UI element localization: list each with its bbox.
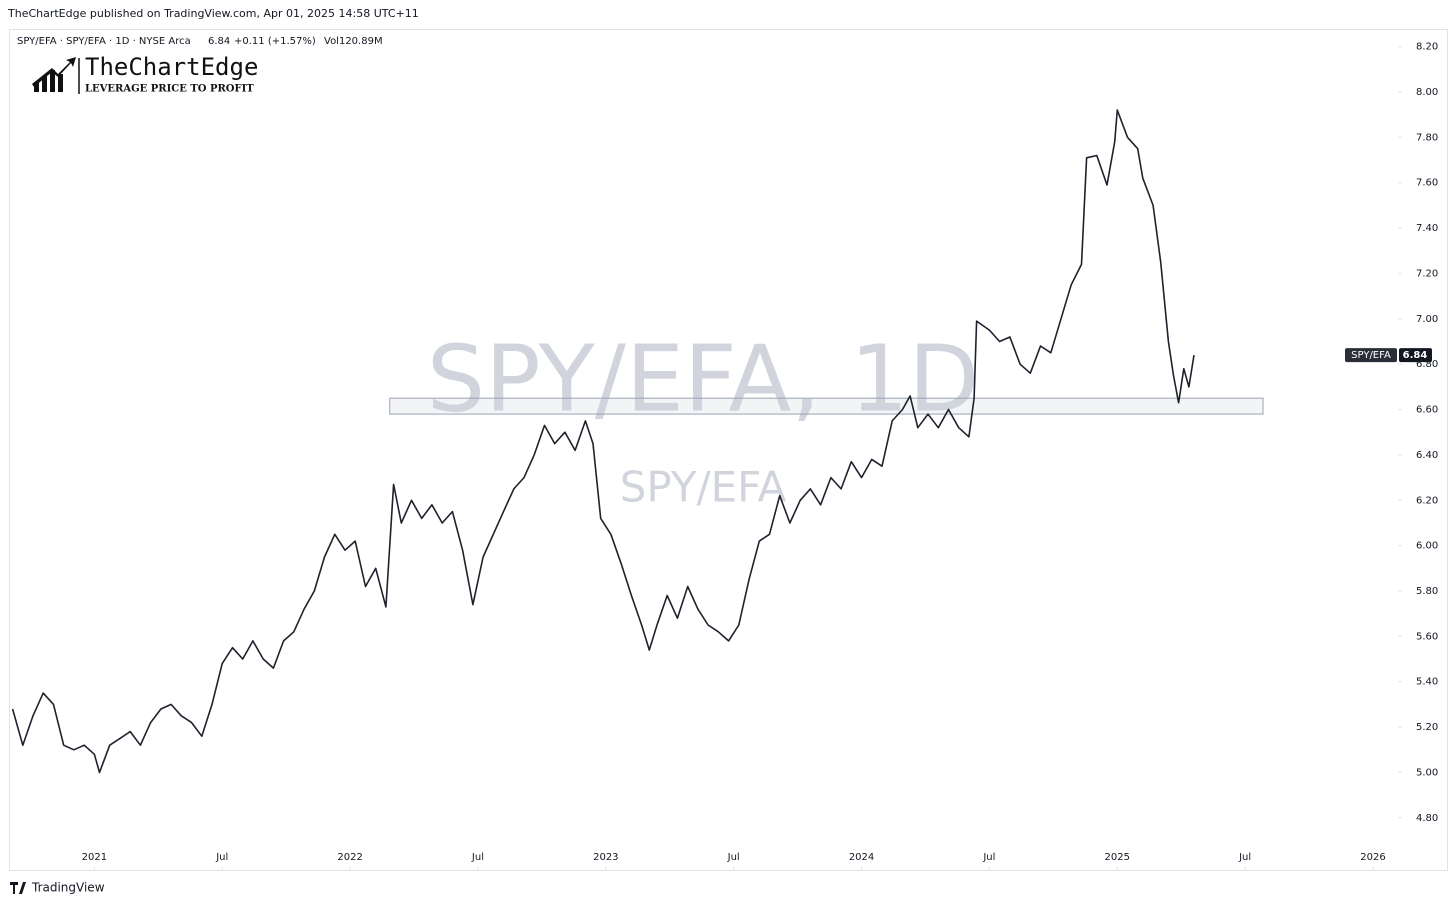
logo-arrow	[32, 57, 76, 87]
footer: TradingView	[10, 881, 105, 895]
x-tick-label: Jul	[215, 852, 228, 863]
y-tick-label: 7.60	[1416, 178, 1438, 189]
legend: SPY/EFA · SPY/EFA · 1D · NYSE Arca 6.84 …	[17, 36, 383, 47]
price-tag-name-bg	[1345, 348, 1397, 363]
logo-name: TheChartEdge	[85, 53, 258, 81]
y-tick-label: 6.20	[1416, 495, 1438, 506]
y-tick-label: 7.80	[1416, 132, 1438, 143]
legend-change: +0.11 (+1.57%)	[234, 36, 316, 47]
support-zone	[389, 397, 1264, 415]
logo-bar	[34, 82, 39, 92]
logo-bar	[58, 74, 63, 92]
y-tick-label: 7.40	[1416, 223, 1438, 234]
y-tick-label: 5.00	[1416, 767, 1438, 778]
y-tick-label: 8.20	[1416, 42, 1438, 53]
y-tick-label: 6.80	[1416, 359, 1438, 370]
header: TheChartEdge published on TradingView.co…	[7, 7, 419, 20]
x-tick-label: 2025	[1105, 852, 1130, 863]
x-tick-label: 2023	[593, 852, 618, 863]
x-tick-label: 2021	[82, 852, 107, 863]
x-tick-label: Jul	[727, 852, 740, 863]
price-line	[11, 109, 1195, 774]
price-tag-name: SPY/EFA	[1351, 350, 1391, 361]
logo-bar	[50, 70, 55, 92]
y-tick-label: 5.80	[1416, 586, 1438, 597]
x-tick-label: Jul	[982, 852, 995, 863]
x-tick-label: 2022	[337, 852, 362, 863]
legend-last: 6.84	[208, 36, 230, 47]
y-tick-label: 7.20	[1416, 268, 1438, 279]
logo: TheChartEdge LEVERAGE PRICE TO PROFIT	[32, 53, 258, 95]
x-tick-label: 2026	[1360, 852, 1385, 863]
price-tag-value: 6.84	[1403, 350, 1428, 361]
legend-symbol: SPY/EFA · SPY/EFA · 1D · NYSE Arca	[17, 36, 191, 47]
watermark-sub: SPY/EFA	[620, 463, 787, 512]
logo-tagline: LEVERAGE PRICE TO PROFIT	[85, 84, 254, 95]
y-tick-label: 7.00	[1416, 314, 1438, 325]
y-tick-label: 8.00	[1416, 87, 1438, 98]
y-tick-label: 6.60	[1416, 405, 1438, 416]
footer-text: TradingView	[31, 881, 105, 895]
y-tick-label: 6.00	[1416, 541, 1438, 552]
y-tick-label: 5.60	[1416, 631, 1438, 642]
x-tick-label: Jul	[471, 852, 484, 863]
price-tag-bg	[1399, 348, 1432, 363]
y-tick-label: 4.80	[1416, 813, 1438, 824]
y-tick-label: 6.40	[1416, 450, 1438, 461]
x-tick-label: Jul	[1238, 852, 1251, 863]
frame	[9, 29, 1448, 871]
y-tick-label: 5.40	[1416, 677, 1438, 688]
logo-bar	[42, 76, 47, 92]
tv-logo	[10, 882, 26, 894]
legend-volume: Vol120.89M	[324, 36, 383, 47]
y-tick-label: 5.20	[1416, 722, 1438, 733]
plot: 4.80 5.00 5.20 5.40 5.60 5.80 6.00 6.20 6.40 6.60…	[11, 42, 1438, 870]
x-tick-label: 2024	[849, 852, 874, 863]
